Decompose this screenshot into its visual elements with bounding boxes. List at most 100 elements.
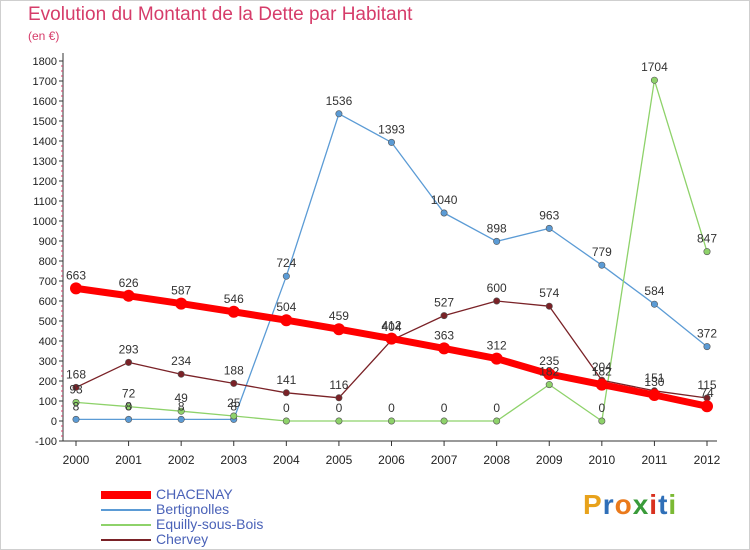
series-line-bertignolles [75,113,708,421]
logo-letter: i [649,489,659,520]
data-label: 234 [171,354,191,368]
data-point [282,417,290,425]
data-point [650,76,658,84]
data-point [332,323,345,336]
x-tick-label: 2005 [326,453,353,467]
data-point [493,297,501,305]
legend-swatch [101,509,151,511]
y-tick-label: 100 [39,396,57,408]
data-point [72,398,80,406]
data-point [280,314,293,327]
y-tick-label: 300 [39,356,57,368]
legend-label: CHACENAY [156,486,233,502]
chart-unit: (en €) [28,29,60,43]
data-point [650,300,658,308]
data-label: 182 [592,365,612,379]
data-label: 587 [171,284,191,298]
data-point [125,358,133,366]
data-label: 1040 [431,193,458,207]
data-label: 293 [119,342,139,356]
data-point [385,332,398,345]
data-label: 72 [122,387,136,401]
data-point [335,110,343,118]
y-tick-label: 400 [39,336,57,348]
data-point [70,282,82,295]
y-tick-label: 0 [51,416,57,428]
x-tick-label: 2007 [431,453,458,467]
x-tick-label: 2009 [536,453,563,467]
data-label: 168 [66,367,86,381]
data-point [335,417,343,425]
data-point [122,289,135,302]
data-point [175,297,188,310]
data-label: 546 [224,292,244,306]
data-point [440,312,448,320]
y-tick-label: 1400 [33,136,57,148]
data-point [282,389,290,397]
data-label: 1393 [378,122,405,136]
x-tick-label: 2000 [63,453,90,467]
data-label: 8 [73,399,80,413]
data-label: 93 [69,382,83,396]
data-label: 74 [700,386,714,400]
data-label: 363 [434,328,454,342]
data-point [598,261,606,269]
x-tick-label: 2004 [273,453,300,467]
y-tick-label: 800 [39,256,57,268]
data-point [440,209,448,217]
data-point [493,417,501,425]
data-label: 141 [276,373,296,387]
data-label: 182 [539,365,559,379]
y-tick-label: 200 [39,376,57,388]
logo-letter: o [614,489,633,520]
data-label: 847 [697,232,717,246]
data-label: 0 [493,401,500,415]
data-point [595,378,608,391]
data-label: 116 [329,378,348,392]
data-label: 204 [592,360,612,374]
y-tick-label: 500 [39,316,57,328]
y-tick-label: 900 [39,236,57,248]
x-tick-label: 2006 [378,453,405,467]
data-label: 8 [178,399,185,413]
data-point [545,224,553,232]
y-tick-label: 700 [39,276,57,288]
y-tick-label: 1300 [33,156,57,168]
data-label: 584 [644,284,664,298]
y-tick-label: 1800 [33,56,57,68]
data-label: 151 [644,371,664,385]
data-point [701,400,713,413]
data-point [125,403,133,411]
data-label: 188 [224,363,244,377]
data-label: 130 [644,375,664,389]
logo-letter: i [668,489,678,520]
y-tick-label: 1000 [33,216,57,228]
data-point [387,138,395,146]
data-label: 25 [227,396,241,410]
data-point [438,342,451,355]
x-tick-label: 2003 [220,453,247,467]
data-point [177,415,185,423]
data-label: 8 [125,399,132,413]
x-tick-label: 2001 [115,453,142,467]
data-point [703,248,711,256]
legend-swatch [101,539,151,541]
data-label: 459 [329,309,349,323]
data-label: 574 [539,286,559,300]
data-label: 963 [539,208,559,222]
data-point [335,394,343,402]
series-line-chacenay [72,284,711,410]
y-tick-label: 1200 [33,176,57,188]
data-label: 898 [487,221,507,235]
legend-label: Chervey [156,531,209,547]
data-label: 724 [276,256,296,270]
data-label: 626 [119,276,139,290]
data-label: 779 [592,245,612,259]
data-point [227,305,240,318]
y-tick-label: 1500 [33,116,57,128]
data-point [543,368,556,380]
chart-title: Evolution du Montant de la Dette par Hab… [28,4,413,25]
data-label: 0 [598,401,605,415]
data-label: 115 [697,378,716,392]
